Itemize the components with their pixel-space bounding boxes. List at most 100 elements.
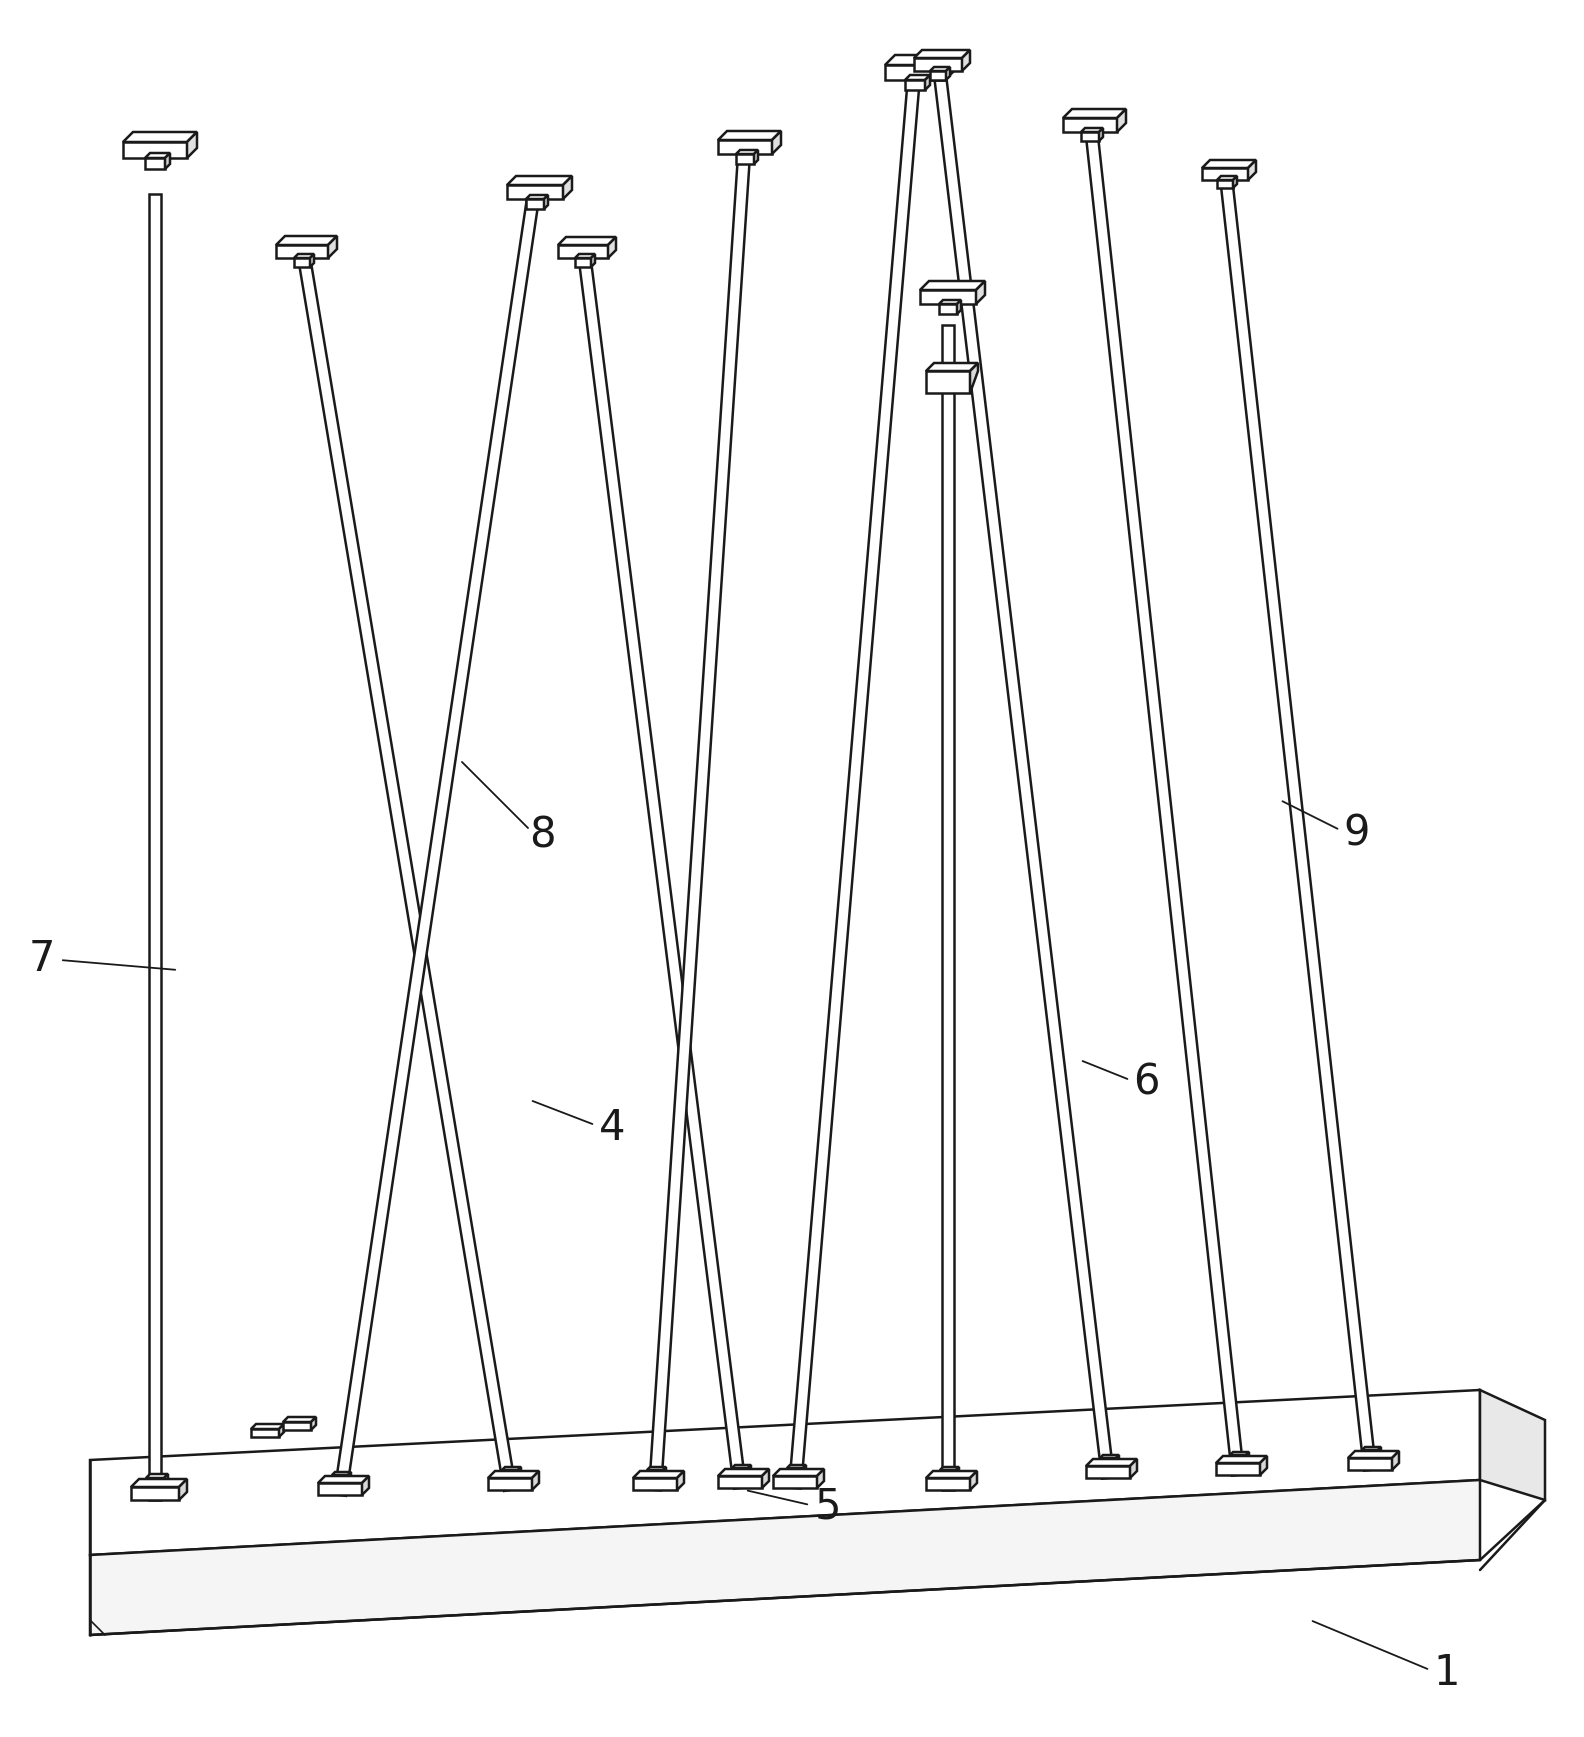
Polygon shape [1231, 1452, 1250, 1456]
Polygon shape [334, 184, 540, 1496]
Polygon shape [787, 1468, 803, 1476]
Polygon shape [904, 75, 930, 80]
Polygon shape [1202, 168, 1248, 181]
Polygon shape [914, 57, 961, 71]
Polygon shape [732, 1468, 748, 1476]
Polygon shape [748, 1464, 751, 1476]
Polygon shape [664, 1468, 665, 1478]
Polygon shape [526, 195, 548, 200]
Polygon shape [296, 243, 516, 1490]
Polygon shape [1378, 1447, 1381, 1457]
Polygon shape [1083, 118, 1243, 1476]
Polygon shape [575, 254, 596, 259]
Polygon shape [1220, 167, 1376, 1471]
Polygon shape [276, 245, 328, 259]
Polygon shape [957, 1468, 958, 1478]
Polygon shape [1247, 1452, 1250, 1463]
Polygon shape [737, 155, 754, 163]
Polygon shape [961, 50, 969, 71]
Polygon shape [969, 1471, 977, 1490]
Polygon shape [634, 1471, 684, 1478]
Polygon shape [927, 363, 977, 372]
Text: 6: 6 [1134, 1061, 1159, 1105]
Polygon shape [676, 1471, 684, 1490]
Polygon shape [1080, 132, 1099, 141]
Polygon shape [90, 1480, 1479, 1635]
Polygon shape [488, 1478, 532, 1490]
Polygon shape [718, 1476, 762, 1489]
Polygon shape [1248, 160, 1256, 181]
Polygon shape [146, 153, 169, 158]
Polygon shape [976, 281, 985, 304]
Polygon shape [502, 1470, 518, 1478]
Polygon shape [363, 1476, 369, 1496]
Polygon shape [328, 236, 337, 259]
Polygon shape [754, 149, 759, 163]
Polygon shape [318, 1483, 363, 1496]
Polygon shape [942, 325, 954, 1490]
Polygon shape [946, 68, 950, 80]
Text: 7: 7 [29, 938, 55, 980]
Polygon shape [930, 68, 950, 71]
Polygon shape [885, 64, 946, 80]
Polygon shape [149, 195, 162, 1501]
Polygon shape [284, 1417, 315, 1423]
Polygon shape [558, 236, 616, 245]
Polygon shape [575, 259, 591, 267]
Polygon shape [1217, 1463, 1259, 1475]
Polygon shape [930, 71, 946, 80]
Polygon shape [914, 50, 969, 57]
Polygon shape [131, 1487, 179, 1501]
Polygon shape [333, 1471, 352, 1475]
Polygon shape [284, 1423, 310, 1430]
Polygon shape [608, 236, 616, 259]
Polygon shape [1087, 1466, 1129, 1478]
Polygon shape [532, 1471, 539, 1490]
Text: 4: 4 [599, 1106, 626, 1148]
Polygon shape [927, 1478, 969, 1490]
Polygon shape [1479, 1390, 1544, 1501]
Polygon shape [646, 1470, 664, 1478]
Polygon shape [1080, 129, 1102, 132]
Polygon shape [920, 290, 976, 304]
Polygon shape [1087, 1459, 1137, 1466]
Polygon shape [737, 149, 759, 155]
Polygon shape [939, 304, 957, 314]
Text: 8: 8 [529, 815, 556, 856]
Polygon shape [762, 1470, 768, 1489]
Polygon shape [310, 254, 314, 267]
Polygon shape [165, 1475, 168, 1487]
Polygon shape [90, 1390, 1479, 1555]
Polygon shape [773, 1470, 824, 1476]
Polygon shape [250, 1430, 279, 1436]
Polygon shape [1217, 1456, 1267, 1463]
Polygon shape [718, 1470, 768, 1476]
Polygon shape [920, 281, 985, 290]
Polygon shape [279, 1424, 284, 1436]
Polygon shape [803, 1464, 806, 1476]
Polygon shape [591, 254, 596, 267]
Polygon shape [1259, 1456, 1267, 1475]
Text: 1: 1 [1434, 1652, 1460, 1694]
Polygon shape [146, 1478, 165, 1487]
Polygon shape [558, 245, 608, 259]
Polygon shape [543, 195, 548, 208]
Text: 5: 5 [814, 1485, 841, 1529]
Polygon shape [179, 1478, 187, 1501]
Polygon shape [295, 254, 314, 259]
Polygon shape [1099, 1457, 1117, 1466]
Polygon shape [1231, 1456, 1247, 1463]
Polygon shape [577, 245, 746, 1489]
Polygon shape [1217, 181, 1232, 188]
Polygon shape [1392, 1450, 1399, 1470]
Polygon shape [276, 236, 337, 245]
Polygon shape [187, 132, 196, 158]
Polygon shape [1232, 175, 1237, 188]
Polygon shape [773, 1476, 817, 1489]
Polygon shape [507, 186, 562, 200]
Polygon shape [1348, 1457, 1392, 1470]
Polygon shape [969, 363, 977, 393]
Polygon shape [1362, 1450, 1378, 1457]
Polygon shape [124, 142, 187, 158]
Polygon shape [885, 56, 955, 64]
